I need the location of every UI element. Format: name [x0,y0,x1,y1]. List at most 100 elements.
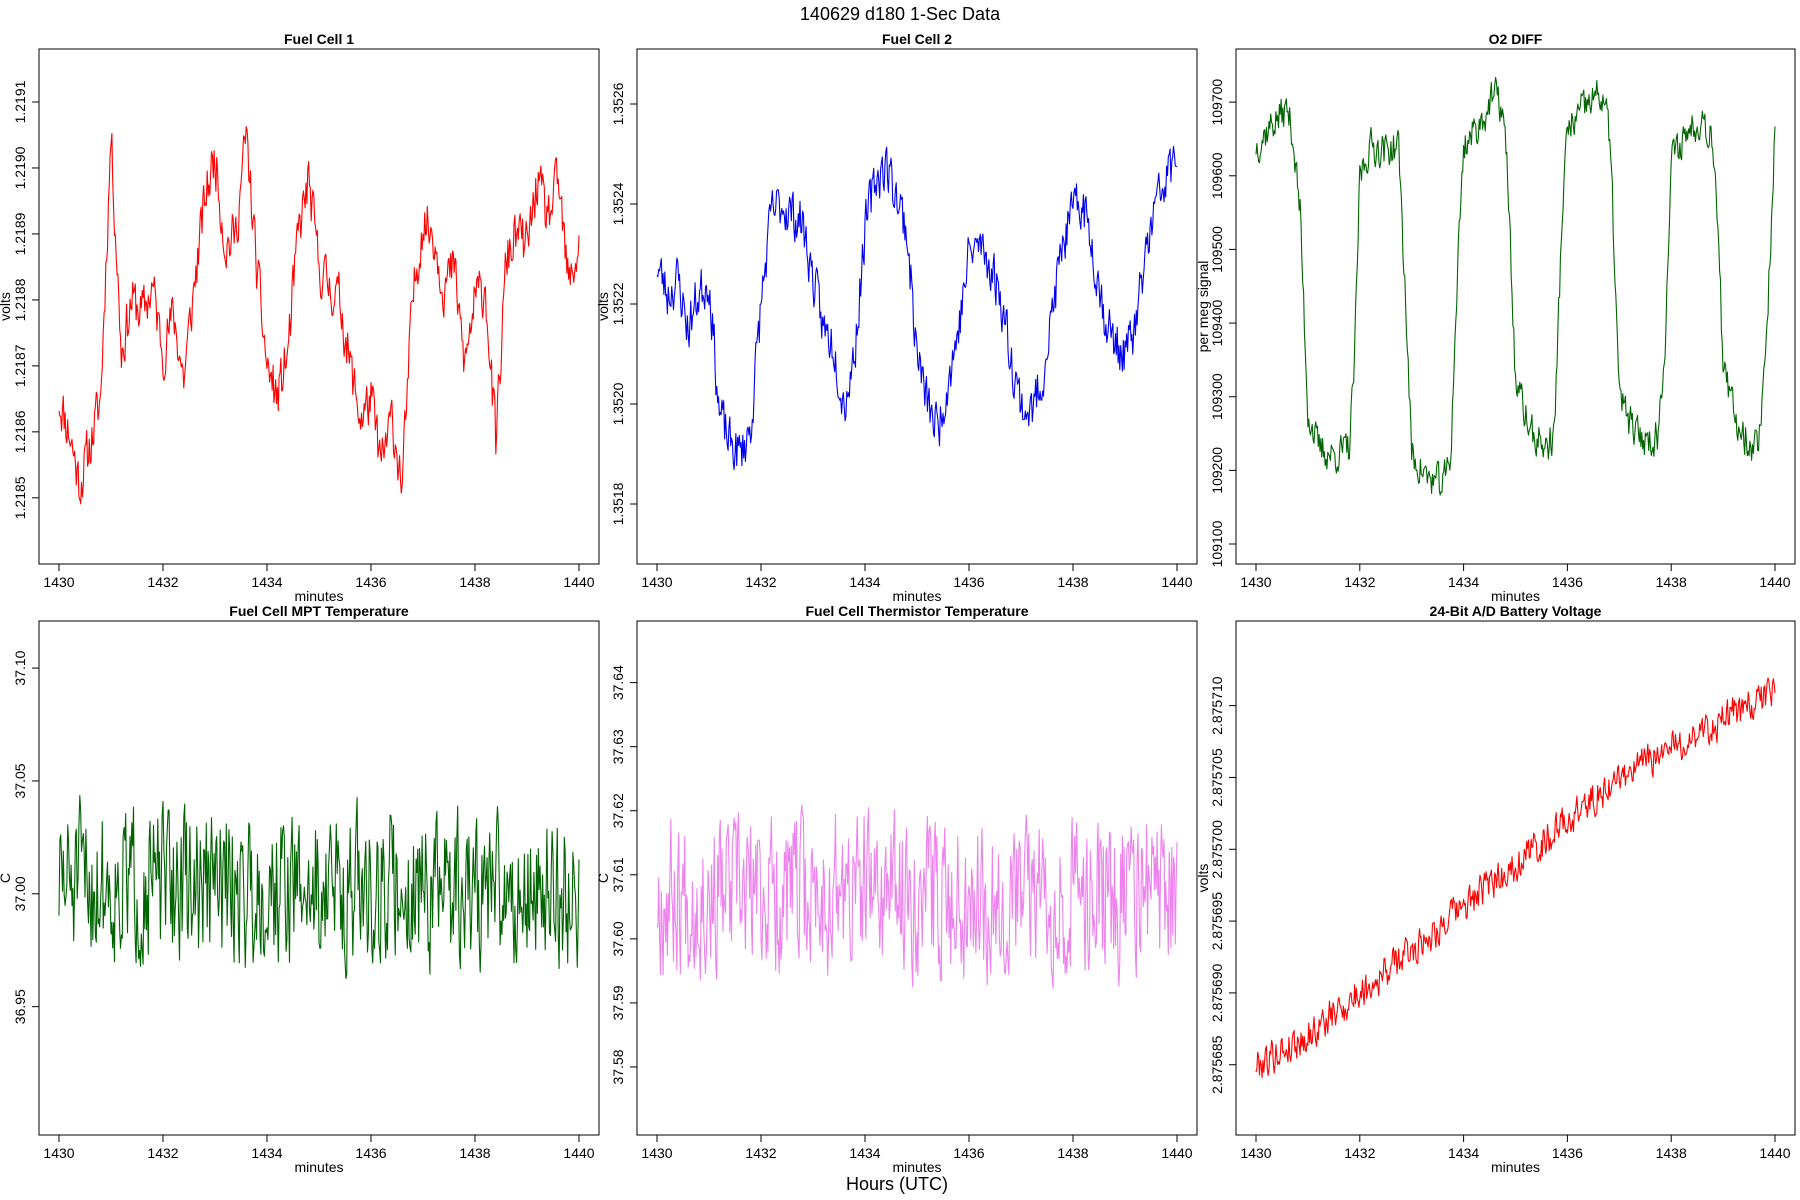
chart-title: Fuel Cell Thermistor Temperature [805,603,1028,619]
x-tick-label: 1434 [1448,574,1479,590]
y-tick-label: 1.2191 [12,80,28,123]
y-tick-label: 2.875700 [1209,820,1225,879]
x-tick-label: 1440 [563,574,594,590]
y-axis-label: volts [0,292,13,321]
x-tick-label: 1436 [1552,1145,1583,1161]
y-tick-label: 37.60 [610,921,626,956]
y-tick-label: 2.875705 [1209,748,1225,807]
x-tick-label: 1440 [1161,574,1192,590]
x-tick-label: 1430 [43,1145,74,1161]
x-tick-label: 1432 [147,574,178,590]
y-tick-label: 1.2185 [12,476,28,519]
y-tick-label: 37.62 [610,793,626,828]
x-tick-label: 1432 [1344,1145,1375,1161]
y-tick-label: 37.61 [610,857,626,892]
y-tick-label: 2.875685 [1209,1035,1225,1094]
y-tick-label: 109100 [1209,520,1225,567]
x-tick-label: 1436 [355,574,386,590]
x-tick-label: 1438 [1656,1145,1687,1161]
x-tick-label: 1438 [459,1145,490,1161]
x-tick-label: 1432 [745,1145,776,1161]
x-tick-label: 1438 [459,574,490,590]
y-tick-label: 1.3522 [610,282,626,325]
x-axis-label: minutes [892,588,941,604]
chart-title: O2 DIFF [1489,31,1543,47]
chart-title: Fuel Cell 2 [882,31,952,47]
y-tick-label: 1.2186 [12,410,28,453]
y-tick-label: 1.3518 [610,482,626,525]
chart-title: 24-Bit A/D Battery Voltage [1430,603,1602,619]
y-tick-label: 37.10 [12,650,28,685]
plot-frame [636,48,1198,565]
x-tick-label: 1436 [1552,574,1583,590]
x-tick-label: 1432 [1344,574,1375,590]
x-axis-label: minutes [1491,588,1540,604]
y-tick-label: 1.3526 [610,82,626,125]
x-tick-label: 1436 [355,1145,386,1161]
x-tick-label: 1438 [1057,574,1088,590]
y-tick-label: 1.3520 [610,382,626,425]
x-tick-label: 1432 [147,1145,178,1161]
series-line [656,804,1178,989]
y-tick-label: 36.95 [12,989,28,1024]
chart-title: Fuel Cell 1 [284,31,354,47]
y-axis-label: volts [1195,864,1211,893]
x-axis-label: minutes [294,1159,343,1175]
figure-suptitle: 140629 d180 1-Sec Data [800,4,1001,24]
x-tick-label: 1430 [43,574,74,590]
x-tick-label: 1434 [1448,1145,1479,1161]
x-tick-label: 1434 [849,574,880,590]
series-line [58,126,580,505]
series-line [1255,677,1776,1079]
x-axis-label: minutes [294,588,343,604]
y-tick-label: 109400 [1209,299,1225,346]
x-tick-label: 1440 [1759,574,1790,590]
chart-title: Fuel Cell MPT Temperature [229,603,409,619]
y-tick-label: 1.2187 [12,344,28,387]
y-tick-label: 2.875710 [1209,676,1225,735]
series-line [58,794,580,980]
chart-panel-6: 24-Bit A/D Battery Voltage 1430 1432 1434 14… [1195,603,1796,1175]
figure-bottom-label: Hours (UTC) [846,1174,948,1194]
y-tick-label: 37.00 [12,876,28,911]
y-tick-label: 2.875690 [1209,964,1225,1023]
y-tick-label: 109200 [1209,447,1225,494]
y-axis-label: C [0,873,13,883]
x-tick-label: 1430 [641,574,672,590]
y-tick-label: 37.05 [12,763,28,798]
y-tick-label: 1.2189 [12,212,28,255]
x-tick-label: 1436 [953,574,984,590]
x-axis-label: minutes [892,1159,941,1175]
y-axis-label: volts [595,292,611,321]
chart-panel-3: O2 DIFF 1430 1432 1434 1436 1438 1440 minutes 10… [1195,31,1796,604]
series-line [1255,76,1776,496]
y-tick-label: 1.2190 [12,146,28,189]
x-tick-label: 1430 [1240,574,1271,590]
y-tick-label: 1.2188 [12,278,28,321]
chart-panel-1: Fuel Cell 1 1430 1432 1434 1436 1438 1440 minut… [0,31,600,604]
y-tick-label: 2.875695 [1209,892,1225,951]
chart-panels: Fuel Cell 1 1430 1432 1434 1436 1438 1440 minut… [0,31,1796,1175]
x-tick-label: 1434 [251,574,282,590]
chart-panel-2: Fuel Cell 2 1430 1432 1434 1436 1438 1440 minut… [595,31,1198,604]
plot-frame [1235,620,1796,1136]
y-tick-label: 109300 [1209,373,1225,420]
chart-panel-4: Fuel Cell MPT Temperature 1430 1432 1434 143… [0,603,600,1175]
series-line [656,145,1178,471]
x-tick-label: 1440 [1161,1145,1192,1161]
y-axis-label: per meg signal [1195,261,1211,353]
x-tick-label: 1438 [1057,1145,1088,1161]
y-tick-label: 1.3524 [610,182,626,225]
y-axis-label: C [595,873,611,883]
x-tick-label: 1436 [953,1145,984,1161]
plot-frame [38,48,600,565]
y-tick-label: 109600 [1209,152,1225,199]
y-tick-label: 109500 [1209,226,1225,273]
x-tick-label: 1438 [1656,574,1687,590]
x-tick-label: 1432 [745,574,776,590]
y-tick-label: 109700 [1209,79,1225,126]
y-tick-label: 37.64 [610,665,626,700]
y-tick-label: 37.59 [610,985,626,1020]
y-tick-label: 37.63 [610,729,626,764]
